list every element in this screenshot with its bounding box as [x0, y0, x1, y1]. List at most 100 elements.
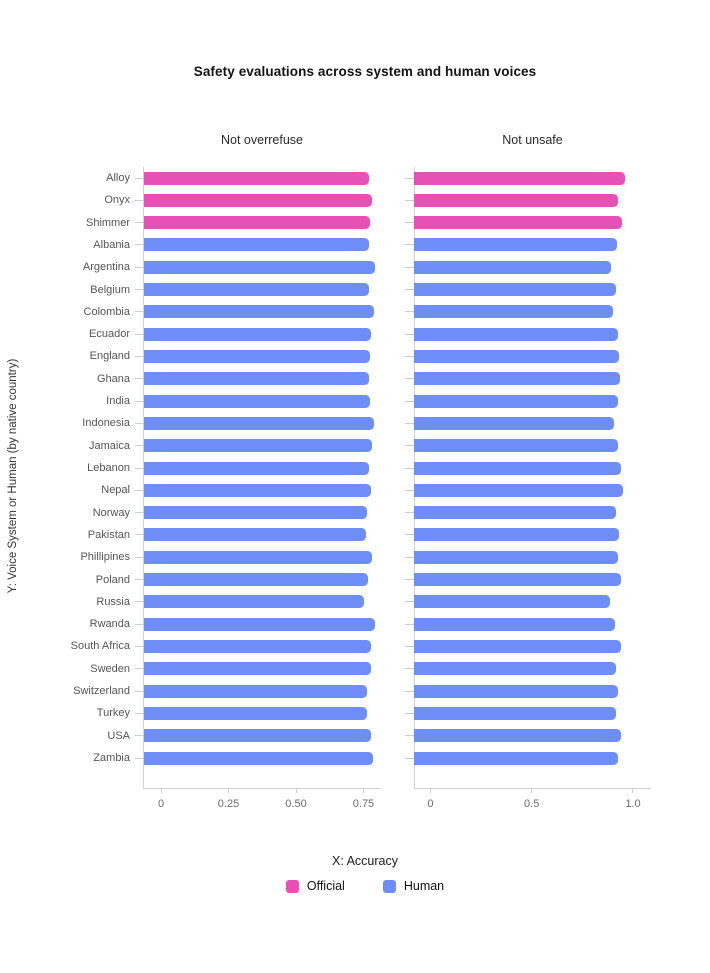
x-tick [228, 788, 230, 793]
row-tick [405, 445, 414, 447]
category-label: USA [107, 729, 130, 742]
bar [414, 439, 618, 453]
bar [143, 662, 371, 676]
category-label: Nepal [101, 484, 130, 497]
row-tick [134, 333, 144, 335]
bar [143, 617, 376, 631]
bar [414, 751, 618, 765]
bar [143, 528, 366, 542]
bar [414, 416, 614, 430]
x-tick-label: 0.50 [285, 798, 307, 810]
bar [414, 729, 621, 743]
row-tick [134, 244, 144, 246]
category-label: Ecuador [89, 328, 130, 341]
category-label: Ghana [96, 372, 130, 385]
x-tick-label: 0 [157, 798, 165, 810]
legend-item-human: Human [382, 879, 445, 893]
panel-title: Not overrefuse [221, 133, 303, 147]
row-tick [134, 199, 144, 201]
row-tick [134, 311, 144, 313]
x-axis-line [143, 788, 381, 789]
row-tick [405, 378, 414, 380]
category-label: Onyx [104, 194, 130, 207]
bar [143, 550, 372, 564]
row-tick [405, 199, 414, 201]
bar [414, 171, 625, 185]
row-tick [405, 668, 414, 670]
row-tick [405, 556, 414, 558]
bar [414, 216, 622, 230]
y-axis-line [413, 167, 415, 788]
row-tick [405, 400, 414, 402]
row-tick [405, 222, 414, 224]
row-tick [405, 244, 414, 246]
x-tick [632, 788, 634, 793]
row-tick [405, 512, 414, 514]
row-tick [405, 534, 414, 536]
category-label: South Africa [70, 640, 130, 653]
category-label: Jamaica [89, 439, 130, 452]
row-tick [134, 489, 144, 491]
bar [143, 729, 371, 743]
row-tick [134, 690, 144, 692]
bar [143, 573, 369, 587]
row-tick [134, 601, 144, 603]
bar [143, 349, 370, 363]
bar [414, 461, 621, 475]
legend-swatch-human [382, 879, 396, 893]
x-axis-line [413, 788, 651, 789]
category-label: Norway [92, 506, 130, 519]
row-tick [134, 378, 144, 380]
bar [414, 372, 620, 386]
row-tick [134, 422, 144, 424]
category-label: Belgium [90, 283, 130, 296]
legend: Official Human [20, 879, 710, 893]
panel-title: Not unsafe [502, 133, 563, 147]
bar [414, 706, 616, 720]
x-tick [429, 788, 431, 793]
legend-label: Human [403, 879, 445, 893]
bar [143, 193, 372, 207]
row-tick [134, 445, 144, 447]
x-tick [362, 788, 364, 793]
x-tick-label: 0 [427, 798, 434, 810]
bar [143, 260, 376, 274]
bar [414, 550, 619, 564]
bar [143, 639, 371, 653]
row-tick [134, 512, 144, 514]
bar [143, 483, 372, 497]
x-tick-label: 1.0 [625, 798, 641, 810]
category-label: Alloy [106, 172, 130, 184]
row-tick [134, 177, 144, 179]
category-label: Colombia [83, 305, 130, 318]
row-tick [134, 400, 144, 402]
x-axis-label: X: Accuracy [332, 854, 398, 868]
x-tick-label: 0.5 [524, 798, 540, 810]
category-label: Indonesia [82, 417, 130, 430]
bar [143, 706, 368, 720]
bar [143, 439, 372, 453]
bar [414, 193, 618, 207]
row-tick [134, 579, 144, 581]
bar [414, 528, 619, 542]
bar [143, 595, 364, 609]
row-tick [405, 177, 414, 179]
row-tick [134, 355, 144, 357]
row-tick [134, 757, 144, 759]
bar [143, 416, 374, 430]
row-tick [405, 579, 414, 581]
chart-title: Safety evaluations across system and hum… [193, 64, 537, 79]
bar [414, 506, 616, 520]
row-tick [134, 556, 144, 558]
category-label: Sweden [90, 662, 130, 675]
row-tick [134, 289, 144, 291]
bar [143, 751, 374, 765]
category-label: Phillipines [80, 551, 130, 564]
bar [414, 394, 618, 408]
bar [414, 349, 619, 363]
y-axis-line [143, 167, 144, 788]
bar [143, 171, 369, 185]
x-tick-label: 0.25 [217, 798, 240, 810]
bar [143, 305, 374, 319]
category-label: Shimmer [85, 216, 130, 229]
